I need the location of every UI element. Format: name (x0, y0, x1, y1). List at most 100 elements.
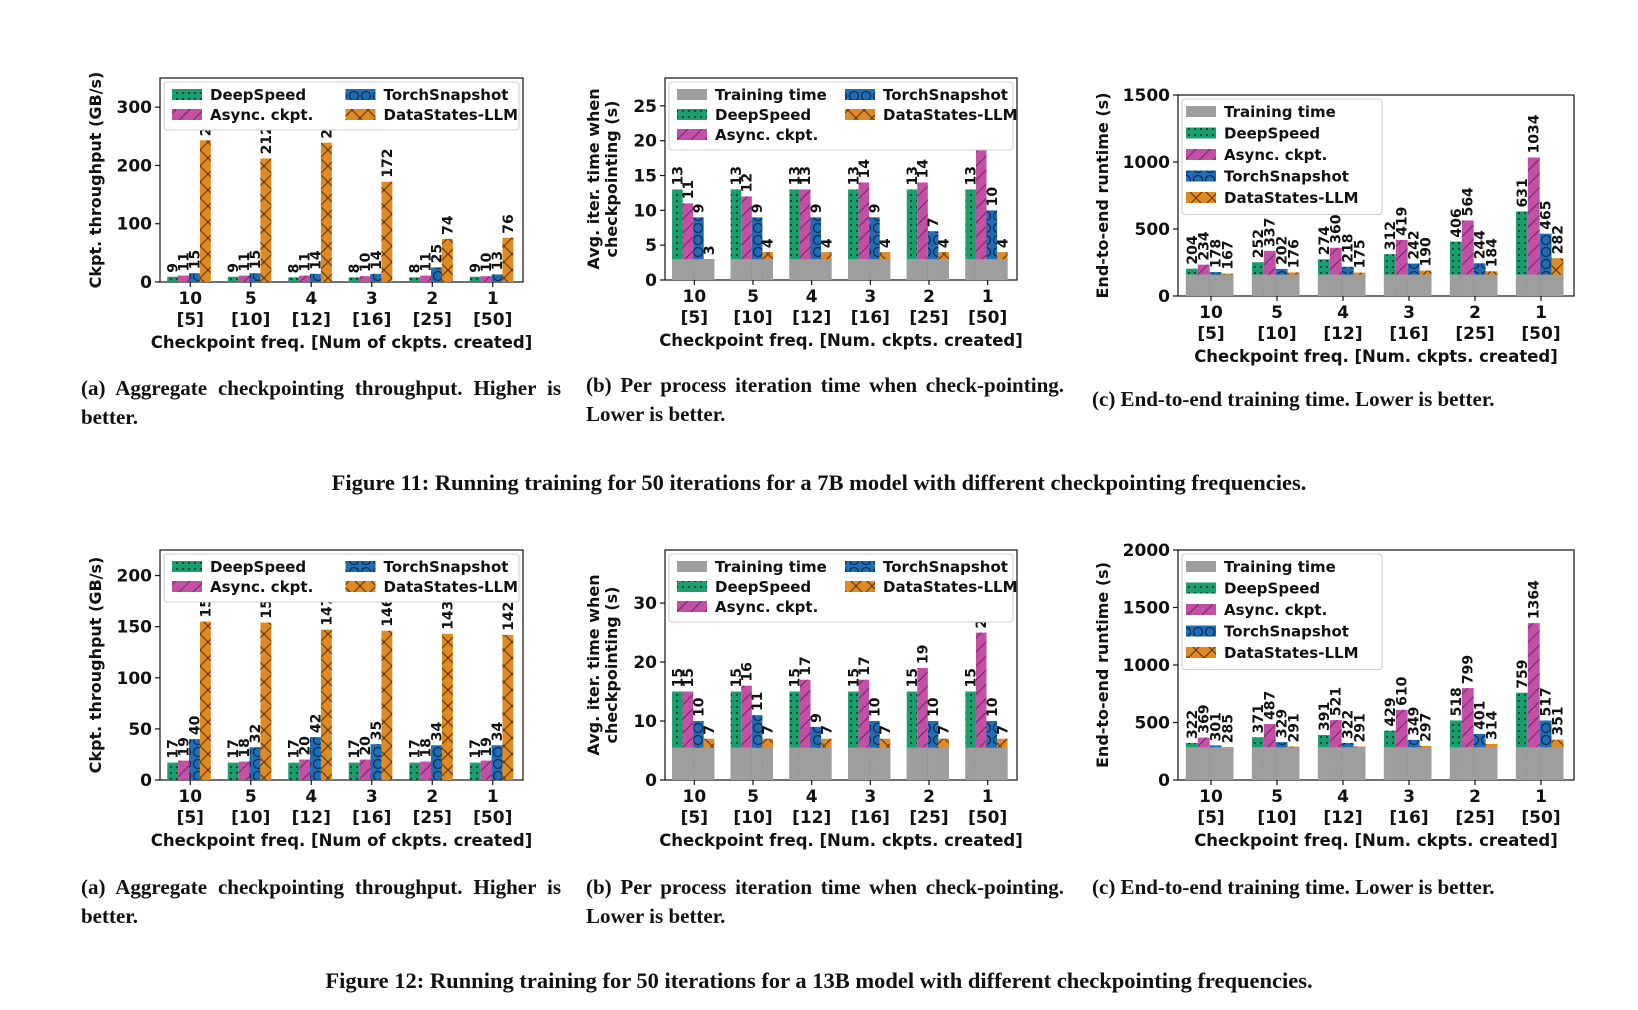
x-tick-label: 10 (1199, 787, 1223, 807)
x-tick-label: [5] (681, 808, 708, 828)
bar-value-label: 17 (287, 739, 303, 758)
bar-value-label: 8 (347, 264, 363, 274)
bar-value-label: 12 (740, 173, 756, 192)
bar-training-time (848, 747, 859, 780)
legend-swatch (1186, 149, 1216, 160)
legend-swatch (172, 561, 202, 572)
x-tick-label: [25] (909, 808, 948, 828)
bar-training-time (799, 259, 811, 280)
bar-value-label: 15 (905, 668, 921, 687)
bar-torchsnapshot (310, 273, 321, 282)
y-axis-label: Avg. iter. time whencheckpointing (s) (584, 574, 621, 755)
x-tick-label: [16] (851, 808, 890, 828)
bar-async (917, 182, 928, 280)
x-tick-label: 10 (178, 289, 202, 309)
x-tick-label: 4 (1337, 303, 1349, 323)
plot-frame (664, 549, 1018, 781)
bar-deepspeed (789, 691, 800, 780)
bar-training-time (672, 259, 683, 280)
bar-training-time (1383, 747, 1396, 780)
bar-value-label: 34 (429, 722, 445, 742)
bar-training-time (1209, 274, 1222, 296)
bar-torchsnapshot (249, 273, 261, 282)
legend-label: Training time (1224, 558, 1336, 576)
bar-training-time (1395, 747, 1408, 780)
bar-training-time (821, 747, 832, 780)
y-tick-label: 1000 (1123, 153, 1170, 173)
bar-value-label: 314 (1485, 710, 1501, 739)
bar-training-time (672, 747, 683, 780)
bar-training-time (682, 747, 694, 780)
bar-training-time (1473, 747, 1486, 780)
bar-value-label: 429 (1383, 697, 1399, 726)
bar-async (858, 679, 870, 780)
bar-deepspeed (730, 691, 742, 780)
bar-deepspeed (409, 277, 421, 282)
legend-swatch (1186, 582, 1216, 594)
x-tick-label: [5] (681, 308, 708, 328)
x-tick-label: 3 (1403, 787, 1415, 807)
x-tick-label: [5] (1197, 808, 1224, 828)
legend-swatch (845, 561, 875, 572)
bar-value-label: 8 (408, 264, 424, 274)
x-tick-label: [12] (1323, 324, 1362, 344)
legend-swatch (1186, 604, 1216, 615)
bar-training-time (1485, 274, 1498, 296)
x-tick-label: 5 (1271, 303, 1283, 323)
legend: Training time DeepSpeed Async. ckpt. TorchS… (668, 553, 1018, 623)
bar-value-label: 610 (1395, 676, 1411, 705)
plot-frame (1177, 94, 1575, 297)
x-tick-label: 1 (1535, 303, 1547, 323)
legend: DeepSpeed Async. ckpt. TorchSnapshot DataSt… (163, 81, 520, 131)
bar-value-label: 167 (1221, 240, 1237, 269)
bar-value-label: 7 (995, 725, 1011, 735)
legend-swatch (845, 581, 875, 592)
bar-deepspeed (906, 189, 918, 280)
y-axis-label: End-to-end runtime (s) (1093, 562, 1112, 768)
legend-label: DataStates-LLM (1224, 189, 1359, 207)
bar-value-label: 19 (479, 737, 495, 756)
bar-training-time (1317, 274, 1330, 296)
bar-async (420, 761, 432, 780)
y-tick-label: 100 (117, 215, 153, 235)
legend-swatch (1186, 127, 1216, 139)
bar-torchsnapshot (370, 273, 382, 282)
subcaption-11b: (b) Per process iteration time when chec… (586, 373, 1064, 426)
legend-label: Async. ckpt. (715, 126, 818, 144)
bar-datastates (199, 621, 211, 780)
bar-training-time (1395, 274, 1408, 296)
bar-value-label: 301 (1209, 712, 1225, 741)
bar-async (858, 182, 870, 280)
bar-deepspeed (348, 277, 360, 282)
x-axis-label: Checkpoint freq. [Num. ckpts. created] (1194, 347, 1558, 366)
bar-value-label: 11 (419, 252, 435, 271)
x-tick-label: 3 (864, 787, 876, 807)
bar-training-time (1209, 747, 1222, 780)
chart-fig11-b: 0 5 10 15 20 25 Avg. iter. time whencheckpoint… (560, 30, 1060, 350)
y-tick-label: 10 (633, 201, 657, 221)
bar-torchsnapshot (810, 217, 822, 280)
legend-label: TorchSnapshot (1224, 623, 1349, 641)
bar-value-label: 291 (1353, 713, 1369, 742)
bar-training-time (997, 747, 1008, 780)
y-tick-label: 200 (117, 156, 153, 176)
bar-value-label: 17 (347, 739, 363, 758)
x-tick-label: 4 (305, 787, 317, 807)
x-tick-label: 10 (682, 287, 706, 307)
bar-async (299, 275, 311, 282)
bar-value-label: 147 (319, 596, 335, 625)
bar-training-time (1251, 274, 1264, 296)
bar-value-label: 13 (846, 166, 862, 185)
x-tick-label: [50] (473, 808, 512, 828)
legend-swatch (677, 129, 707, 140)
subcaption-11a: (a) Aggregate checkpointing throughput. … (81, 376, 561, 429)
bar-async (238, 761, 250, 780)
bar-value-label: 35 (369, 721, 385, 740)
bar-deepspeed (789, 189, 800, 280)
bar-value-label: 146 (380, 598, 396, 627)
bar-value-label: 1364 (1527, 580, 1543, 619)
bar-value-label: 20 (298, 736, 314, 756)
bar-value-label: 360 (1329, 214, 1345, 243)
bar-async (480, 276, 492, 282)
chart-svg: 0 500 1000 1500 End-to-end runtime (s) 10[5] 2… (1093, 86, 1575, 366)
